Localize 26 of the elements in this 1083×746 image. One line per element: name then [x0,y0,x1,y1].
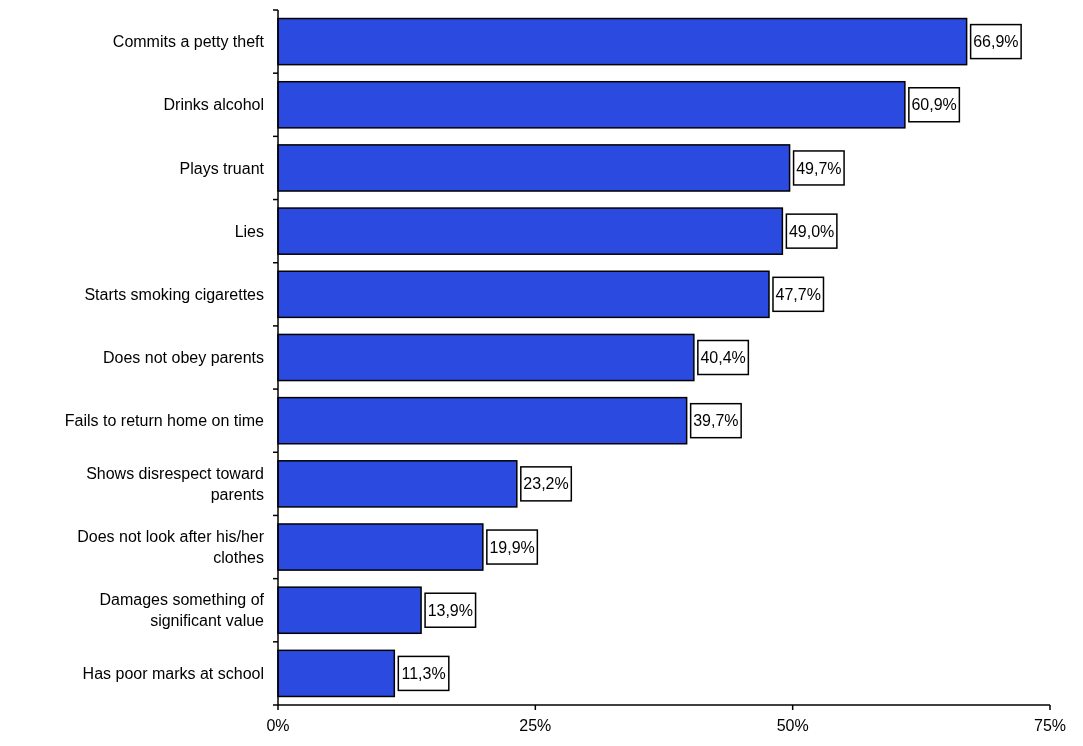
data-label: 47,7% [775,285,821,303]
y-tick-label: Does not obey parents [103,349,264,367]
y-tick-label: Fails to return home on time [64,412,265,430]
data-label: 40,4% [700,349,746,367]
data-label: 39,7% [693,412,739,430]
data-label: 19,9% [489,538,535,556]
x-tick-label: 75% [1033,717,1067,734]
data-label: 11,3% [401,665,446,683]
y-tick-label: Damages something of significant value [99,591,265,630]
data-label: 23,2% [523,475,569,493]
data-label: 49,7% [796,159,842,177]
y-tick-label: Starts smoking cigarettes [84,285,264,303]
y-tick-label: Does not look after his/her clothes [77,528,265,567]
y-tick-label: Drinks alcohol [163,96,264,114]
x-tick-label: 0% [266,717,290,734]
data-label: 13,9% [427,601,474,619]
y-tick-label: Plays truant [179,159,265,177]
data-label: 60,9% [911,96,957,114]
x-tick-label: 50% [776,717,809,734]
y-tick-label: Has poor marks at school [82,665,264,683]
y-tick-label: Commits a petty theft [112,33,265,51]
x-tick-label: 25% [519,717,552,734]
y-tick-label: Lies [234,222,264,240]
data-label: 66,9% [973,33,1019,51]
data-label: 49,0% [788,222,835,240]
y-tick-label: Shows disrespect toward parents [86,464,264,503]
